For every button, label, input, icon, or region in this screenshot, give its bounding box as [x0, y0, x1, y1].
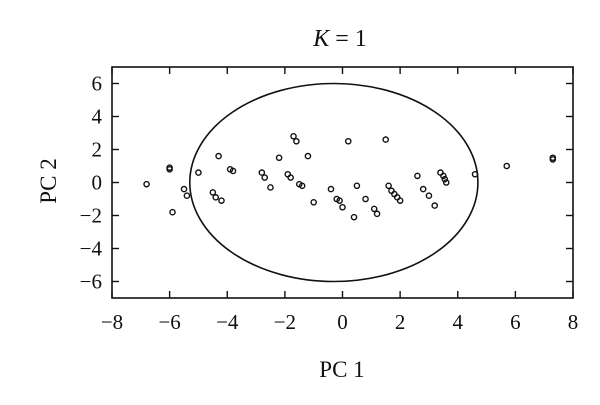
data-point [353, 182, 361, 190]
data-point [327, 185, 335, 193]
x-tick-label: −2 [274, 310, 296, 334]
data-point [382, 136, 390, 143]
data-point [503, 162, 511, 170]
data-point [215, 152, 222, 160]
data-point [275, 154, 283, 162]
y-tick-label: 4 [92, 105, 103, 129]
data-point [373, 210, 381, 218]
data-point [414, 172, 421, 180]
data-point [209, 189, 217, 196]
data-point [166, 165, 173, 173]
y-axis-label: PC 2 [36, 158, 61, 203]
data-point [304, 152, 312, 160]
data-point [310, 198, 317, 206]
y-tick-label: 0 [92, 171, 103, 195]
y-tick-label: 2 [92, 138, 103, 162]
x-tick-label: 2 [395, 310, 406, 334]
data-point [549, 156, 557, 163]
data-point [396, 197, 404, 204]
data-point [143, 180, 150, 188]
data-point [440, 172, 447, 180]
data-point [212, 194, 220, 201]
data-point [218, 197, 225, 204]
data-point [169, 208, 176, 216]
data-point [336, 197, 343, 204]
data-point [195, 169, 202, 176]
y-tick-label: −4 [80, 237, 103, 261]
y-tick-label: −6 [80, 270, 102, 294]
chart-title: K = 1 [312, 26, 367, 52]
y-tick-label: 6 [92, 72, 103, 96]
data-point [362, 195, 369, 203]
data-point [290, 132, 297, 140]
x-tick-label: 0 [337, 310, 348, 334]
x-tick-label: 8 [568, 310, 579, 334]
data-point [370, 205, 378, 213]
plot-frame [111, 66, 574, 299]
x-tick-label: 6 [510, 310, 521, 334]
x-tick-label: 4 [453, 310, 464, 334]
data-point [339, 203, 346, 211]
data-point [425, 192, 433, 199]
data-point [298, 182, 306, 190]
data-point [287, 174, 294, 181]
data-point [180, 185, 188, 193]
data-point [471, 170, 479, 178]
x-tick-label: −6 [158, 310, 180, 334]
x-axis-label: PC 1 [319, 357, 364, 382]
data-point [385, 182, 392, 190]
data-point [442, 179, 450, 186]
data-point [431, 202, 439, 209]
x-tick-label: −4 [216, 310, 239, 334]
data-point [344, 137, 352, 145]
data-point [419, 185, 427, 193]
plot-area: −8 −6 −4 −2 0 2 4 6 8 −6 −4 −2 0 2 4 6 [80, 66, 579, 334]
chart-title-value: = 1 [329, 26, 367, 52]
data-point [293, 137, 300, 145]
data-point [350, 213, 358, 221]
data-point [261, 174, 269, 181]
data-point [258, 169, 266, 176]
data-point [183, 192, 191, 199]
confidence-ellipse [188, 82, 479, 283]
data-point [267, 184, 274, 191]
y-tick-label: −2 [80, 204, 102, 228]
chart-title-variable: K [312, 26, 331, 52]
data-point [441, 175, 449, 183]
data-point [229, 167, 237, 175]
x-tick-label: −8 [101, 310, 123, 334]
